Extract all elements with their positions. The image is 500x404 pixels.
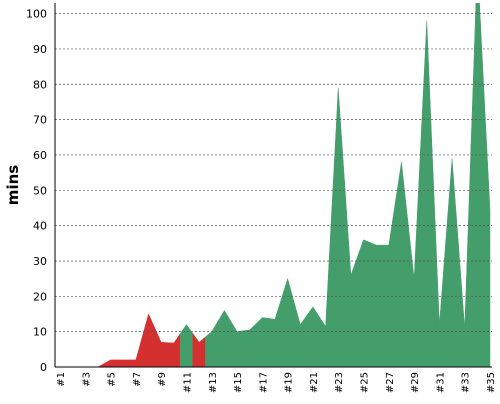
- area-segment: [243, 323, 257, 367]
- y-tick-label: 30: [33, 255, 47, 268]
- x-tick-label: #27: [385, 372, 396, 393]
- x-tick-label: #3: [81, 372, 92, 387]
- area-segment: [255, 317, 269, 367]
- area-segment: [470, 3, 484, 367]
- x-tick-label: #29: [410, 372, 421, 393]
- area-segment: [91, 363, 105, 367]
- area-segment: [179, 324, 194, 367]
- area-segment: [432, 172, 446, 367]
- y-tick-label: 0: [40, 361, 47, 374]
- x-tick-label: #33: [461, 372, 472, 393]
- area-segment: [104, 359, 118, 367]
- y-tick-label: 50: [33, 184, 47, 197]
- area-segment: [306, 306, 320, 367]
- y-axis-label: mins: [4, 165, 22, 205]
- y-tick-label: 60: [33, 149, 47, 162]
- x-tick-label: #5: [107, 372, 118, 387]
- x-tick-label: #21: [309, 372, 320, 393]
- area-segment: [268, 298, 282, 367]
- x-tick-label: #35: [486, 372, 497, 393]
- area-segment: [154, 328, 168, 367]
- area-segment: [483, 85, 491, 367]
- area-segment: [356, 239, 371, 367]
- area-segment: [344, 181, 358, 367]
- area-segment: [369, 242, 383, 367]
- y-tick-label: 90: [33, 43, 47, 56]
- area-segment: [281, 277, 295, 367]
- y-tick-label: 10: [33, 326, 47, 339]
- x-tick-label: #7: [132, 372, 143, 387]
- y-tick-label: 40: [33, 220, 47, 233]
- area-segment: [192, 332, 206, 367]
- x-tick-label: #13: [208, 372, 219, 393]
- area-segment: [458, 144, 472, 367]
- area-segment: [420, 20, 434, 367]
- area-segment: [217, 309, 231, 367]
- area-segment: [129, 336, 143, 367]
- x-tick-label: #15: [233, 372, 244, 393]
- y-tick-label: 70: [33, 114, 47, 127]
- x-tick-label: #1: [56, 372, 67, 387]
- area-segment: [382, 203, 396, 367]
- area-segment: [167, 332, 181, 367]
- area-segment: [445, 158, 459, 367]
- x-tick-label: #9: [157, 372, 168, 387]
- y-tick-label: 20: [33, 290, 47, 303]
- y-tick-label: 100: [26, 8, 47, 21]
- area-segment: [116, 359, 130, 367]
- y-tick-label: 80: [33, 78, 47, 91]
- area-segment: [319, 207, 333, 367]
- area-segment: [230, 320, 244, 367]
- x-tick-label: #17: [258, 372, 269, 393]
- x-tick-label: #23: [334, 372, 345, 393]
- x-tick-label: #19: [284, 372, 295, 393]
- x-tick-label: #25: [360, 372, 371, 393]
- area-segment: [407, 149, 421, 367]
- area-segment: [205, 320, 219, 367]
- x-tick-label: #31: [435, 372, 446, 393]
- area-segment: [394, 161, 409, 367]
- area-segment: [293, 301, 307, 367]
- area-segment: [141, 313, 156, 367]
- area-segment: [331, 87, 345, 367]
- x-tick-label: #11: [182, 372, 193, 393]
